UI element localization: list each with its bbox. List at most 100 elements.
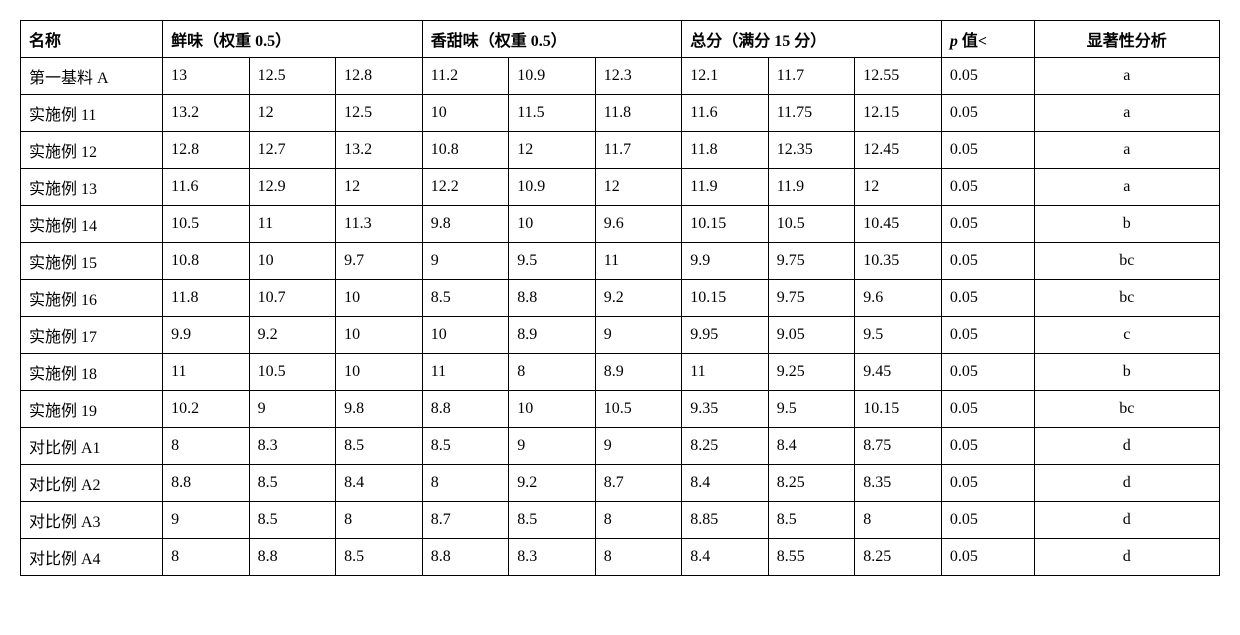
cell-value: 8 [163, 539, 250, 576]
cell-value: 12.55 [855, 58, 942, 95]
cell-name: 第一基料 A [21, 58, 163, 95]
cell-value: 9 [163, 502, 250, 539]
cell-pval: 0.05 [941, 169, 1034, 206]
cell-value: 8.8 [422, 391, 509, 428]
cell-value: 12.8 [163, 132, 250, 169]
cell-sig: c [1034, 317, 1219, 354]
cell-value: 11 [422, 354, 509, 391]
cell-value: 10.5 [249, 354, 336, 391]
cell-value: 8.7 [422, 502, 509, 539]
cell-value: 9.2 [249, 317, 336, 354]
cell-value: 8.25 [768, 465, 855, 502]
cell-value: 12.9 [249, 169, 336, 206]
cell-name: 实施例 17 [21, 317, 163, 354]
cell-value: 12 [595, 169, 682, 206]
cell-value: 11.8 [163, 280, 250, 317]
cell-sig: b [1034, 206, 1219, 243]
cell-value: 8.85 [682, 502, 769, 539]
cell-value: 11.8 [595, 95, 682, 132]
cell-value: 8.3 [509, 539, 596, 576]
cell-value: 9.7 [336, 243, 423, 280]
cell-value: 8.5 [422, 280, 509, 317]
cell-value: 11.9 [768, 169, 855, 206]
cell-value: 8.5 [249, 502, 336, 539]
cell-value: 13 [163, 58, 250, 95]
cell-value: 11.7 [768, 58, 855, 95]
cell-pval: 0.05 [941, 502, 1034, 539]
table-row: 实施例 1212.812.713.210.81211.711.812.3512.… [21, 132, 1220, 169]
cell-value: 8.75 [855, 428, 942, 465]
cell-value: 12.35 [768, 132, 855, 169]
table-row: 实施例 1410.51111.39.8109.610.1510.510.450.… [21, 206, 1220, 243]
cell-name: 实施例 12 [21, 132, 163, 169]
cell-value: 9.9 [163, 317, 250, 354]
cell-name: 实施例 19 [21, 391, 163, 428]
cell-value: 8.8 [163, 465, 250, 502]
cell-value: 10 [422, 95, 509, 132]
cell-value: 12 [336, 169, 423, 206]
cell-sig: a [1034, 169, 1219, 206]
cell-value: 9.75 [768, 280, 855, 317]
cell-value: 9.8 [422, 206, 509, 243]
cell-value: 8.4 [768, 428, 855, 465]
cell-value: 8.8 [249, 539, 336, 576]
cell-value: 9.25 [768, 354, 855, 391]
cell-value: 10.8 [163, 243, 250, 280]
table-row: 对比例 A398.588.78.588.858.580.05d [21, 502, 1220, 539]
cell-value: 8.8 [509, 280, 596, 317]
cell-value: 10.9 [509, 58, 596, 95]
header-xianwei: 鲜味（权重 0.5） [163, 21, 423, 58]
cell-value: 11 [595, 243, 682, 280]
header-pval: p 值< [941, 21, 1034, 58]
cell-value: 8.9 [595, 354, 682, 391]
cell-value: 9.2 [509, 465, 596, 502]
cell-sig: d [1034, 502, 1219, 539]
cell-name: 实施例 18 [21, 354, 163, 391]
cell-value: 9.35 [682, 391, 769, 428]
cell-value: 10.8 [422, 132, 509, 169]
cell-value: 10 [249, 243, 336, 280]
cell-value: 9.75 [768, 243, 855, 280]
cell-value: 9.8 [336, 391, 423, 428]
cell-value: 12.15 [855, 95, 942, 132]
cell-name: 实施例 16 [21, 280, 163, 317]
cell-name: 对比例 A3 [21, 502, 163, 539]
cell-sig: a [1034, 58, 1219, 95]
cell-value: 8 [422, 465, 509, 502]
cell-value: 11 [682, 354, 769, 391]
cell-value: 12.7 [249, 132, 336, 169]
cell-value: 9.5 [768, 391, 855, 428]
cell-pval: 0.05 [941, 539, 1034, 576]
cell-value: 8 [509, 354, 596, 391]
cell-value: 10 [336, 280, 423, 317]
cell-value: 12 [509, 132, 596, 169]
cell-value: 9.5 [855, 317, 942, 354]
table-row: 第一基料 A1312.512.811.210.912.312.111.712.5… [21, 58, 1220, 95]
cell-sig: bc [1034, 391, 1219, 428]
cell-value: 10.15 [682, 206, 769, 243]
cell-pval: 0.05 [941, 391, 1034, 428]
table-row: 实施例 1611.810.7108.58.89.210.159.759.60.0… [21, 280, 1220, 317]
cell-name: 对比例 A2 [21, 465, 163, 502]
table-row: 实施例 1113.21212.51011.511.811.611.7512.15… [21, 95, 1220, 132]
cell-value: 10.7 [249, 280, 336, 317]
cell-value: 8.4 [682, 465, 769, 502]
header-row: 名称 鲜味（权重 0.5） 香甜味（权重 0.5） 总分（满分 15 分） p … [21, 21, 1220, 58]
cell-value: 8.9 [509, 317, 596, 354]
cell-value: 8.4 [682, 539, 769, 576]
cell-sig: d [1034, 465, 1219, 502]
cell-value: 10 [509, 391, 596, 428]
cell-value: 8.7 [595, 465, 682, 502]
cell-value: 10.9 [509, 169, 596, 206]
cell-value: 11.6 [163, 169, 250, 206]
table-row: 实施例 1910.299.88.81010.59.359.510.150.05b… [21, 391, 1220, 428]
cell-value: 10 [336, 354, 423, 391]
header-zongfen: 总分（满分 15 分） [682, 21, 942, 58]
cell-value: 11 [163, 354, 250, 391]
cell-value: 8.35 [855, 465, 942, 502]
header-name: 名称 [21, 21, 163, 58]
cell-value: 8.8 [422, 539, 509, 576]
cell-name: 实施例 11 [21, 95, 163, 132]
cell-value: 8 [595, 502, 682, 539]
cell-name: 对比例 A1 [21, 428, 163, 465]
